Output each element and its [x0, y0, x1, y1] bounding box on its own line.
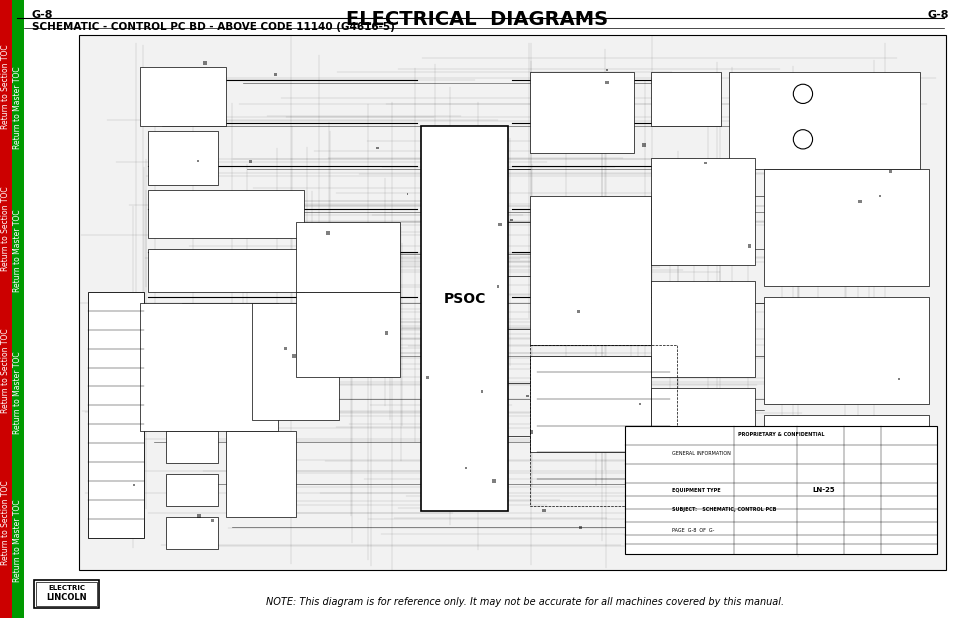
Bar [529, 431, 532, 434]
Bar [421, 126, 508, 511]
Bar [718, 451, 720, 453]
Bar [274, 74, 276, 77]
Bar [541, 509, 545, 512]
Bar [756, 475, 757, 476]
Bar [295, 222, 399, 292]
Bar [498, 223, 501, 226]
Bar [641, 143, 645, 146]
Bar [510, 219, 512, 221]
Bar [492, 479, 496, 483]
Text: Return to Section TOC: Return to Section TOC [2, 329, 10, 413]
Bar [728, 72, 919, 169]
Bar [638, 402, 640, 405]
Bar [133, 485, 134, 486]
Bar [465, 467, 466, 469]
Bar [747, 244, 751, 248]
Bar [745, 482, 748, 485]
Bar [898, 378, 900, 380]
Text: Return to Master TOC: Return to Master TOC [13, 67, 23, 150]
Bar [149, 249, 304, 292]
Bar [693, 540, 696, 542]
Text: EQUIPMENT TYPE: EQUIPMENT TYPE [671, 487, 720, 493]
Bar [139, 302, 278, 431]
Bar [651, 72, 720, 126]
Bar [0, 0, 12, 618]
Text: LN-25: LN-25 [812, 487, 834, 493]
Text: PSOC: PSOC [443, 292, 485, 307]
Text: G-8: G-8 [926, 10, 948, 20]
Bar [166, 517, 217, 549]
Text: Return to Master TOC: Return to Master TOC [13, 499, 23, 582]
Bar [149, 190, 304, 239]
Text: Return to Section TOC: Return to Section TOC [2, 480, 10, 564]
Bar [480, 391, 483, 392]
Bar [253, 302, 338, 420]
Bar [888, 170, 891, 173]
Bar [426, 376, 429, 379]
Bar [166, 474, 217, 506]
Bar [497, 286, 498, 287]
Bar [326, 231, 330, 235]
Bar [406, 193, 408, 195]
Bar [763, 415, 927, 522]
Bar [578, 526, 582, 529]
Text: Return to Section TOC: Return to Section TOC [2, 187, 10, 271]
Bar [166, 431, 217, 463]
Bar [226, 431, 295, 517]
Bar [88, 292, 144, 538]
Bar [211, 519, 214, 522]
Bar [295, 292, 399, 378]
Bar [624, 426, 937, 554]
Text: NOTE: This diagram is for reference only. It may not be accurate for all machine: NOTE: This diagram is for reference only… [265, 596, 783, 607]
Text: ELECTRICAL  DIAGRAMS: ELECTRICAL DIAGRAMS [346, 10, 607, 29]
Bar [651, 388, 755, 517]
Bar [651, 158, 755, 265]
Text: Return to Master TOC: Return to Master TOC [13, 351, 23, 434]
Text: G-8: G-8 [32, 10, 53, 20]
Bar [577, 310, 579, 313]
Bar [203, 61, 207, 65]
Bar [879, 195, 881, 197]
Bar [249, 160, 253, 163]
Bar [36, 582, 97, 606]
Bar [605, 69, 608, 71]
Text: PAGE  G-8  OF  G-: PAGE G-8 OF G- [671, 528, 714, 533]
Bar [529, 356, 651, 452]
Bar [858, 200, 861, 203]
Bar [284, 347, 287, 350]
Bar [763, 169, 927, 287]
Bar [197, 514, 201, 518]
Bar [529, 195, 651, 345]
Bar [857, 496, 859, 499]
Text: GENERAL INFORMATION: GENERAL INFORMATION [671, 451, 730, 456]
Bar [292, 355, 295, 358]
Bar [651, 281, 755, 378]
Text: SCHEMATIC - CONTROL PC BD - ABOVE CODE 11140 (G4616-5): SCHEMATIC - CONTROL PC BD - ABOVE CODE 1… [32, 22, 395, 32]
Bar [139, 67, 226, 126]
Bar [529, 72, 633, 153]
Bar [763, 297, 927, 404]
Bar [526, 395, 528, 397]
Text: Return to Master TOC: Return to Master TOC [13, 209, 23, 292]
Text: ELECTRIC: ELECTRIC [48, 585, 85, 591]
Bar [384, 331, 388, 335]
Bar [529, 345, 677, 506]
Bar [79, 35, 945, 570]
Bar [34, 580, 99, 608]
Bar [375, 147, 378, 150]
Text: Return to Section TOC: Return to Section TOC [2, 44, 10, 129]
Bar [12, 0, 24, 618]
Bar [197, 160, 199, 163]
Bar [604, 81, 608, 84]
Bar [149, 131, 217, 185]
Text: SUBJECT:   SCHEMATIC, CONTROL PCB: SUBJECT: SCHEMATIC, CONTROL PCB [671, 507, 776, 512]
Text: LINCOLN: LINCOLN [46, 593, 87, 602]
Bar [703, 161, 706, 164]
Text: PROPRIETARY & CONFIDENTIAL: PROPRIETARY & CONFIDENTIAL [738, 432, 823, 437]
